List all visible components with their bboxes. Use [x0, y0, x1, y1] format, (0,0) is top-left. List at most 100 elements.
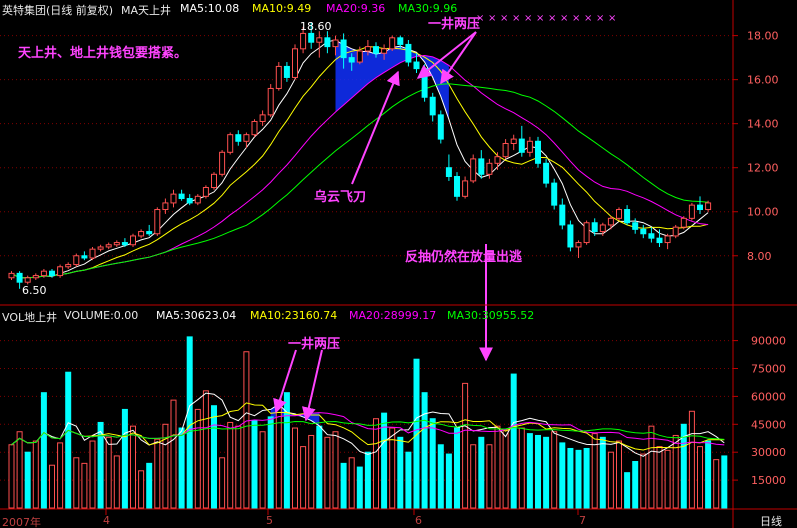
candle-body: [680, 217, 687, 228]
volume-tick-label: 45000: [751, 418, 786, 431]
volume-bar: [138, 470, 145, 509]
volume-bar: [518, 427, 525, 509]
candle-body: [478, 158, 485, 175]
ma30-readout: MA30:9.96: [398, 2, 458, 15]
volume-bar: [526, 433, 533, 509]
price-indicator-name: MA天上井: [121, 4, 172, 17]
candle-body: [8, 272, 15, 279]
candle-body: [16, 272, 23, 283]
volume-bar: [405, 451, 412, 509]
period-label[interactable]: 日线: [760, 515, 782, 528]
signal-x-marker: ×: [608, 13, 616, 24]
volume-bar: [640, 453, 647, 509]
candle-body: [454, 176, 460, 197]
candle-body: [40, 270, 47, 277]
volume-bar: [24, 451, 31, 509]
volume-bar: [713, 459, 720, 509]
price-pattern-annotation: 一井两压: [428, 17, 481, 32]
price-tick-label: 12.00: [747, 162, 779, 175]
signal-x-marker: ×: [572, 13, 580, 24]
candle-body: [138, 231, 145, 237]
candle-body: [211, 173, 217, 189]
volume-bar: [551, 431, 558, 509]
signal-x-marker: ×: [488, 13, 496, 24]
volume-tick-label: 75000: [751, 363, 786, 376]
candle-body: [697, 204, 703, 211]
volume-bar: [130, 425, 136, 509]
candle-body: [170, 193, 177, 204]
volume-chart-title: VOL地上井: [2, 311, 58, 324]
volume-bar: [478, 436, 485, 509]
annotation-arrow: [273, 349, 297, 414]
signal-x-marker: ×: [500, 13, 508, 24]
volume-bar: [97, 421, 104, 509]
volume-bar: [49, 464, 55, 509]
volume-bar: [16, 431, 23, 509]
candle-body: [162, 202, 169, 211]
volume-bar: [32, 440, 39, 509]
signal-x-marker: ×: [476, 13, 484, 24]
candle-body: [364, 46, 371, 52]
ma5-readout: MA5:10.08: [180, 2, 240, 15]
volume-bar: [470, 444, 477, 509]
volume-bar: [300, 446, 307, 509]
volume-readout: VOLUME:0.00: [64, 309, 139, 322]
candle-body: [73, 255, 80, 266]
volume-bar: [251, 420, 258, 509]
candle-body: [308, 32, 315, 43]
annotation-arrow: [301, 349, 323, 422]
candle-body: [324, 37, 331, 48]
price-tick-label: 14.00: [747, 118, 779, 131]
volume-bar: [462, 382, 469, 509]
candle-body: [624, 209, 631, 224]
volume-bar: [113, 455, 120, 509]
volume-bar: [583, 447, 590, 509]
candle-body: [227, 134, 234, 153]
candle-body: [599, 224, 606, 233]
volume-bar: [494, 425, 501, 509]
price-chart-title: 英特集团(日线 前复权): [2, 4, 114, 17]
candle-body: [259, 114, 266, 122]
volume-bar: [599, 436, 606, 509]
volume-bar: [632, 461, 639, 509]
volume-bar: [170, 399, 177, 509]
volume-bar: [178, 427, 185, 509]
volume-bar: [211, 405, 217, 509]
candle-body: [32, 275, 39, 279]
volume-bar: [186, 336, 193, 509]
arrow-layer: × × × × × × × × × × × ×: [273, 13, 616, 422]
annotation-arrow: [351, 70, 400, 185]
vol-ma5-line: [11, 392, 725, 457]
candle-body: [632, 222, 639, 230]
volume-bar: [454, 427, 460, 509]
candle-body: [283, 65, 290, 78]
x-label-jul: 7: [579, 514, 586, 527]
signal-x-marker: ×: [536, 13, 544, 24]
volume-bar: [648, 425, 655, 509]
volume-bar: [672, 434, 679, 509]
candle-body: [429, 96, 436, 116]
vol-ma10-readout: MA10:23160.74: [250, 309, 338, 322]
volume-bar: [146, 462, 153, 509]
candle-body: [146, 231, 153, 235]
vol-layer: [8, 336, 728, 509]
signal-x-marker: ×: [548, 13, 556, 24]
candle-body: [389, 37, 396, 50]
volume-bar: [243, 351, 250, 509]
volume-bar: [332, 431, 339, 509]
candle-body: [219, 151, 226, 175]
volume-bar: [340, 462, 347, 509]
volume-tick-label: 30000: [751, 446, 786, 459]
ma10-readout: MA10:9.49: [252, 2, 312, 15]
candle-body: [567, 224, 574, 248]
candle-body: [89, 248, 96, 259]
volume-bar: [413, 358, 420, 509]
candle-body: [616, 209, 622, 219]
volume-bar: [154, 438, 161, 509]
candle-body: [470, 158, 477, 182]
candle-body: [178, 193, 185, 200]
x-label-may: 5: [266, 514, 273, 527]
candle-body: [186, 198, 193, 204]
